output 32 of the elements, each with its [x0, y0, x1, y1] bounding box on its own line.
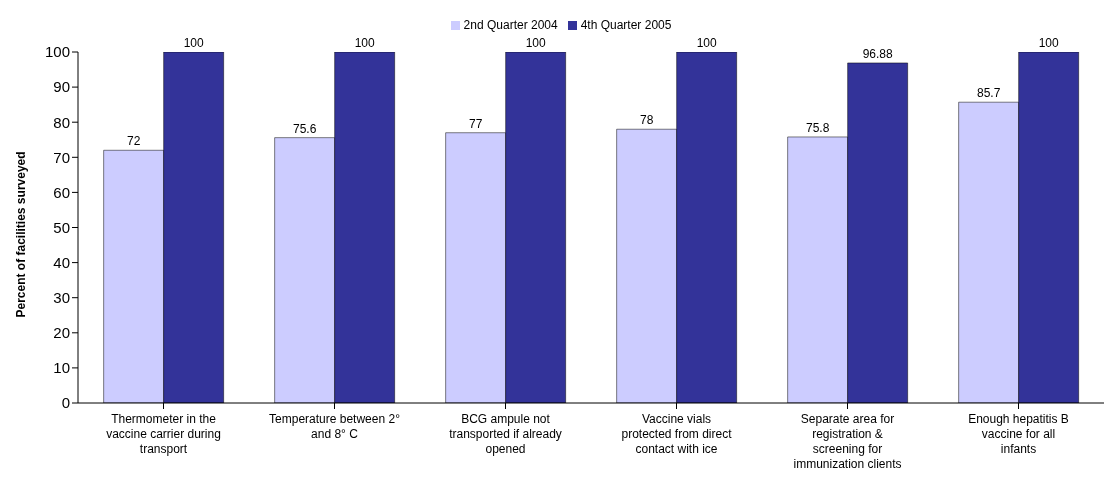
x-tick-label: Separate area for registration & screening for immunization clients	[793, 412, 902, 471]
legend-label: 4th Quarter 2005	[580, 18, 672, 32]
x-tick-label: Thermometer in the vaccine carrier during transport	[106, 412, 221, 456]
y-tick-label: 80	[53, 113, 70, 131]
y-tick-label: 20	[53, 324, 70, 342]
x-tick-label: BCG ampule not transported if already opened	[449, 412, 562, 456]
y-tick-label: 40	[53, 253, 70, 271]
y-tick-label: 50	[53, 218, 70, 236]
data-label: 85.7	[976, 86, 1001, 101]
data-label: 100	[1038, 36, 1059, 50]
data-label: 75.8	[805, 120, 830, 135]
data-label: 78	[639, 113, 654, 128]
legend-label: 2nd Quarter 2004	[463, 18, 558, 32]
data-label: 96.88	[862, 46, 893, 61]
data-label: 100	[354, 36, 375, 50]
data-label: 75.6	[292, 121, 317, 136]
data-label: 100	[696, 36, 717, 50]
data-label: 72	[126, 134, 141, 149]
y-tick-label: 30	[53, 289, 70, 307]
y-tick-label: 60	[53, 183, 70, 201]
y-tick-label: 90	[53, 78, 70, 96]
y-tick-label: 70	[53, 148, 70, 166]
x-tick-label: Vaccine vials protected from direct contact with ice	[621, 412, 733, 456]
y-tick-label: 0	[61, 394, 70, 412]
y-axis-title: Percent of facilities surveyed	[14, 151, 29, 318]
x-tick-label: Temperature between 2° and 8° C	[269, 412, 401, 441]
x-tick-label: Enough hepatitis B vaccine for all infants	[968, 412, 1069, 456]
data-label: 100	[525, 36, 546, 50]
data-label: 77	[468, 116, 483, 131]
y-tick-label: 100	[44, 43, 70, 61]
data-label: 100	[183, 36, 204, 50]
y-tick-label: 10	[53, 359, 70, 377]
